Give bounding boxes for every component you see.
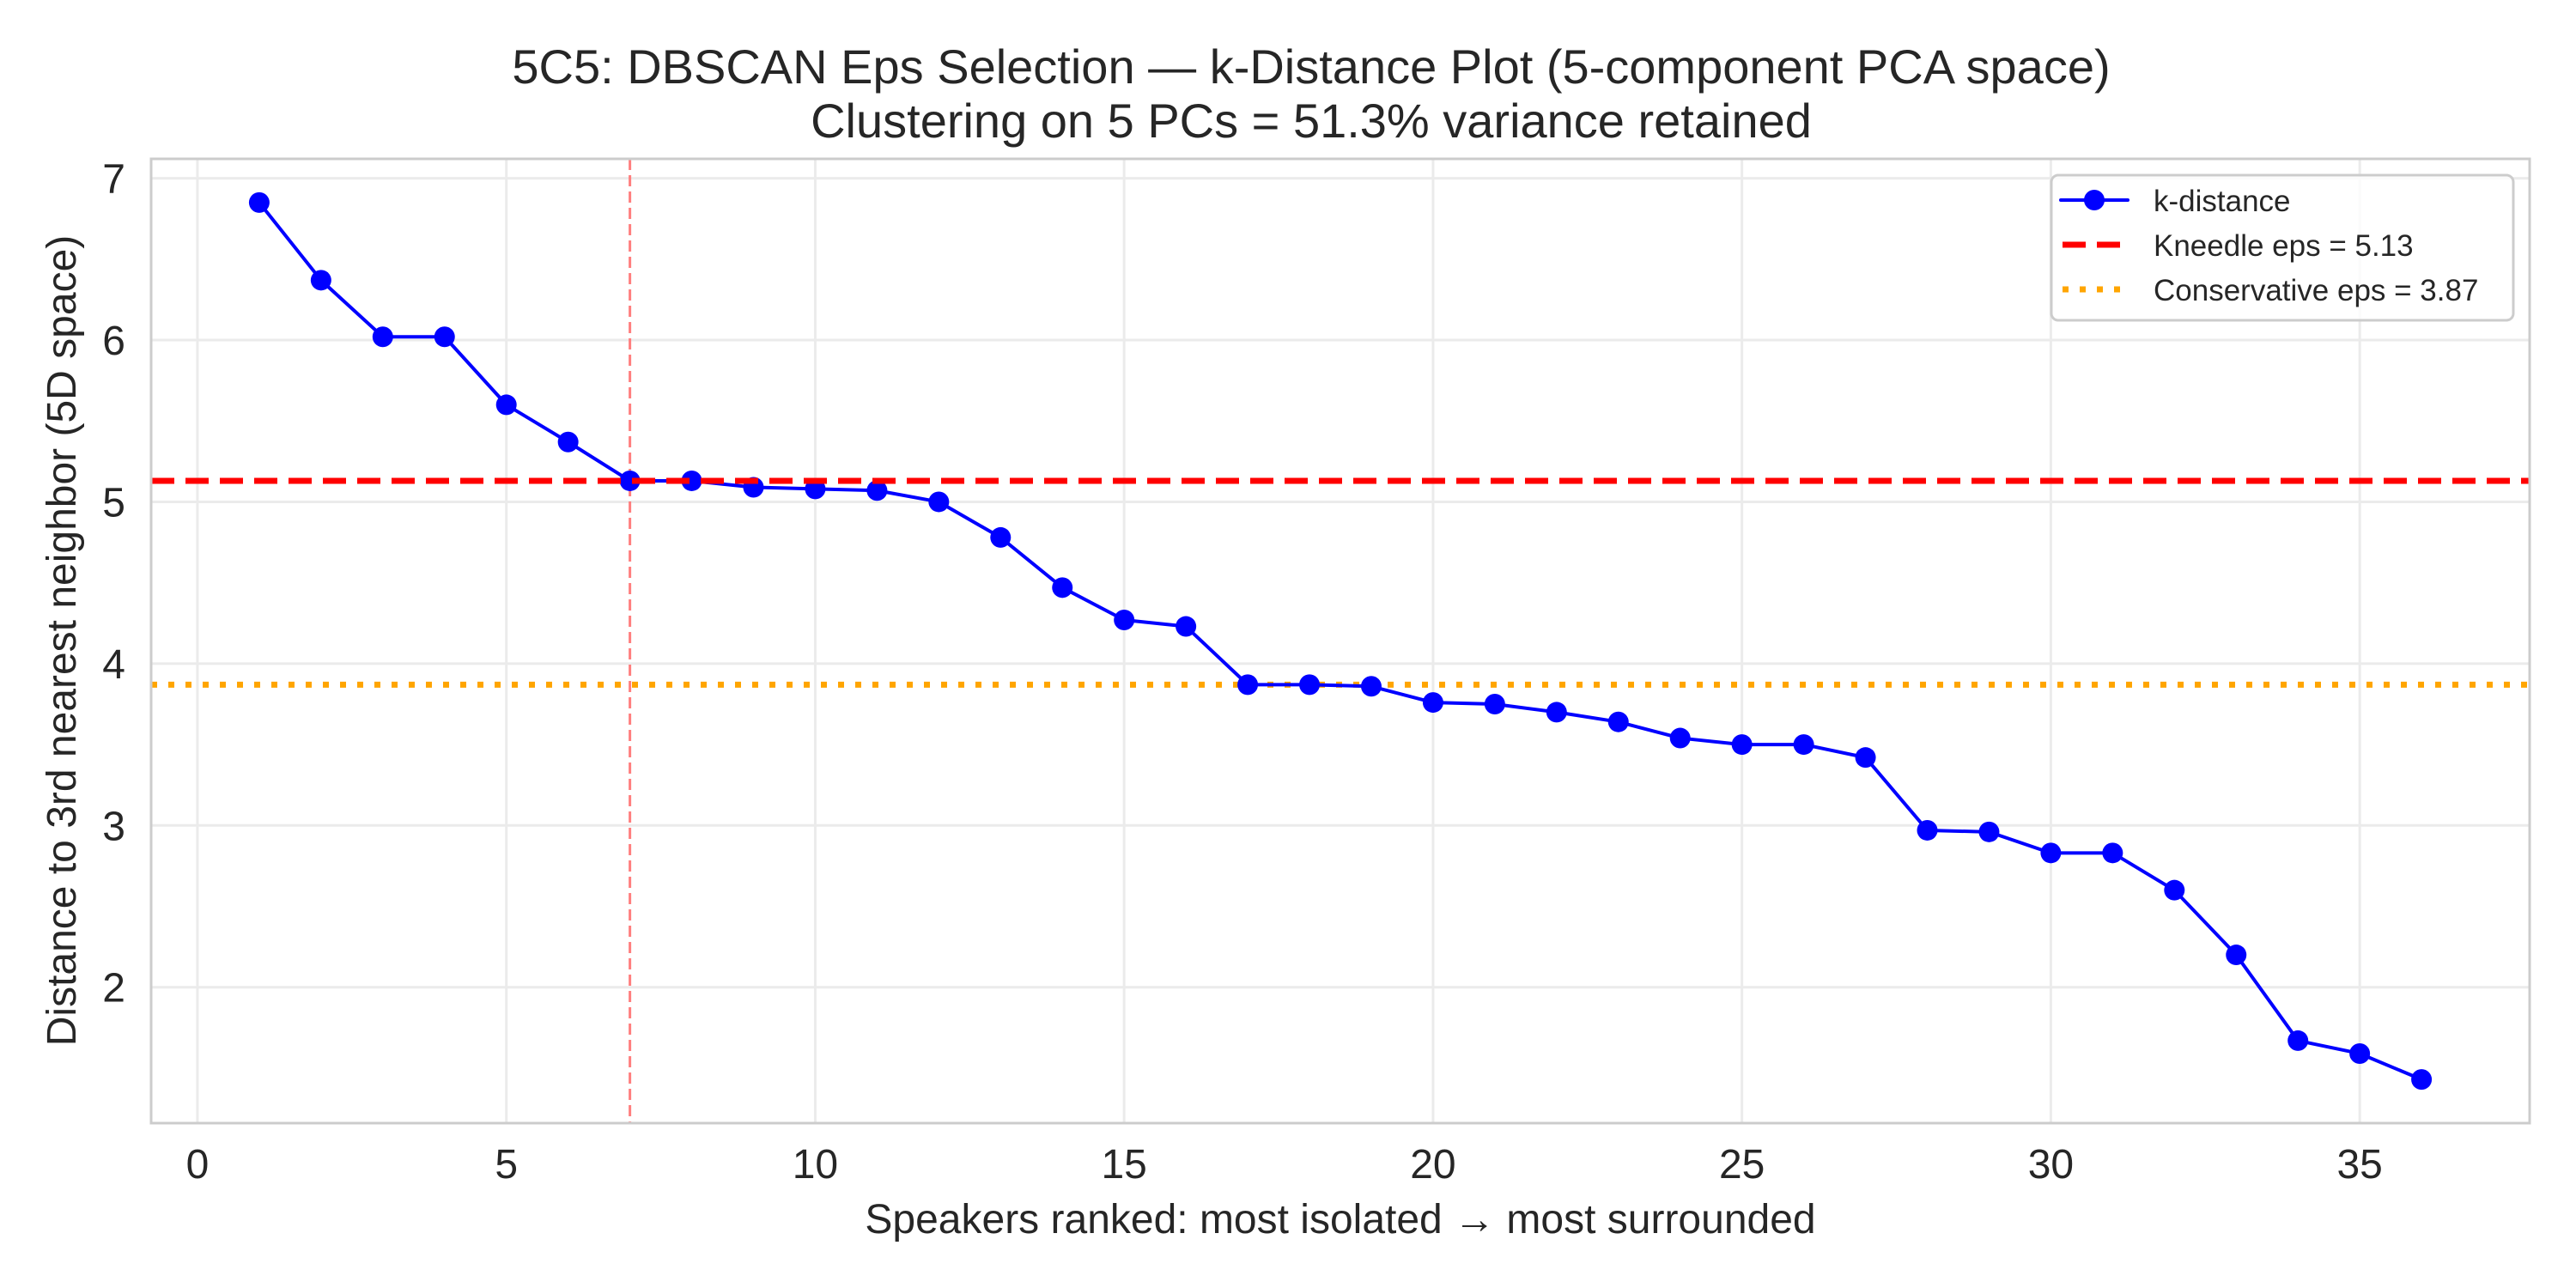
- data-point: [2287, 1030, 2309, 1051]
- data-point: [2164, 879, 2185, 901]
- data-point: [1052, 577, 1073, 598]
- legend-label-kneedle: Kneedle eps = 5.13: [2154, 229, 2414, 263]
- grid: [151, 159, 2530, 1123]
- data-point: [1176, 616, 1197, 637]
- data-point: [2226, 945, 2247, 966]
- data-point: [372, 326, 393, 348]
- y-tick-labels: 2 3 4 5 6 7: [102, 157, 125, 1012]
- data-point: [866, 480, 888, 501]
- y-tick-label: 6: [102, 319, 125, 364]
- x-tick-label: 5: [495, 1142, 518, 1188]
- data-point: [619, 470, 641, 491]
- data-point: [1114, 610, 1135, 631]
- data-point: [1484, 693, 1505, 714]
- x-tick-label: 15: [1101, 1142, 1146, 1188]
- legend-label-conservative: Conservative eps = 3.87: [2154, 274, 2478, 307]
- x-tick-labels: 0 5 10 15 20 25 30 35: [186, 1142, 2383, 1188]
- legend-k-distance-marker: [2084, 190, 2105, 210]
- chart-subtitle: Clustering on 5 PCs = 51.3% variance ret…: [811, 94, 1812, 148]
- x-tick-label: 0: [186, 1142, 210, 1188]
- data-point: [1793, 734, 1814, 756]
- data-point: [1546, 702, 1567, 723]
- legend-label-k-distance: k-distance: [2154, 185, 2291, 218]
- y-tick-label: 5: [102, 480, 125, 526]
- data-point: [1237, 674, 1259, 696]
- y-tick-label: 7: [102, 157, 125, 203]
- data-point: [1607, 711, 1629, 732]
- data-point: [2040, 842, 2062, 864]
- data-point: [928, 491, 950, 513]
- data-point: [2102, 842, 2123, 864]
- data-point: [434, 326, 455, 348]
- data-point: [1360, 676, 1382, 697]
- legend-box: [2050, 173, 2515, 322]
- data-point: [1299, 674, 1321, 696]
- data-point: [990, 526, 1012, 548]
- y-tick-label: 4: [102, 642, 125, 688]
- y-tick-label: 3: [102, 804, 125, 849]
- chart-title: 5C5: DBSCAN Eps Selection — k-Distance P…: [512, 39, 2110, 94]
- data-point: [2349, 1042, 2371, 1064]
- data-point: [2411, 1069, 2433, 1091]
- axes-frame: [149, 157, 2531, 1125]
- x-tick-label: 10: [793, 1142, 838, 1188]
- x-tick-label: 35: [2336, 1142, 2382, 1188]
- legend: k-distance Kneedle eps = 5.13 Conservati…: [2050, 173, 2515, 322]
- data-point: [1917, 819, 1938, 841]
- y-axis-label: Distance to 3rd nearest neighbor (5D spa…: [39, 235, 85, 1047]
- data-point: [310, 270, 331, 291]
- data-point: [681, 470, 702, 491]
- x-axis-label: Speakers ranked: most isolated → most su…: [865, 1197, 1815, 1242]
- data-point: [557, 431, 579, 453]
- y-tick-label: 2: [102, 966, 125, 1012]
- data-point: [1422, 692, 1443, 714]
- series-k-distance: [151, 191, 2530, 1091]
- x-tick-label: 25: [1719, 1142, 1765, 1188]
- data-point: [495, 394, 517, 416]
- data-point: [1669, 727, 1691, 749]
- data-point: [248, 191, 270, 213]
- data-point: [1731, 734, 1753, 756]
- data-point: [1978, 821, 2000, 842]
- x-tick-label: 30: [2028, 1142, 2074, 1188]
- data-point: [1855, 747, 1876, 769]
- x-tick-label: 20: [1410, 1142, 1455, 1188]
